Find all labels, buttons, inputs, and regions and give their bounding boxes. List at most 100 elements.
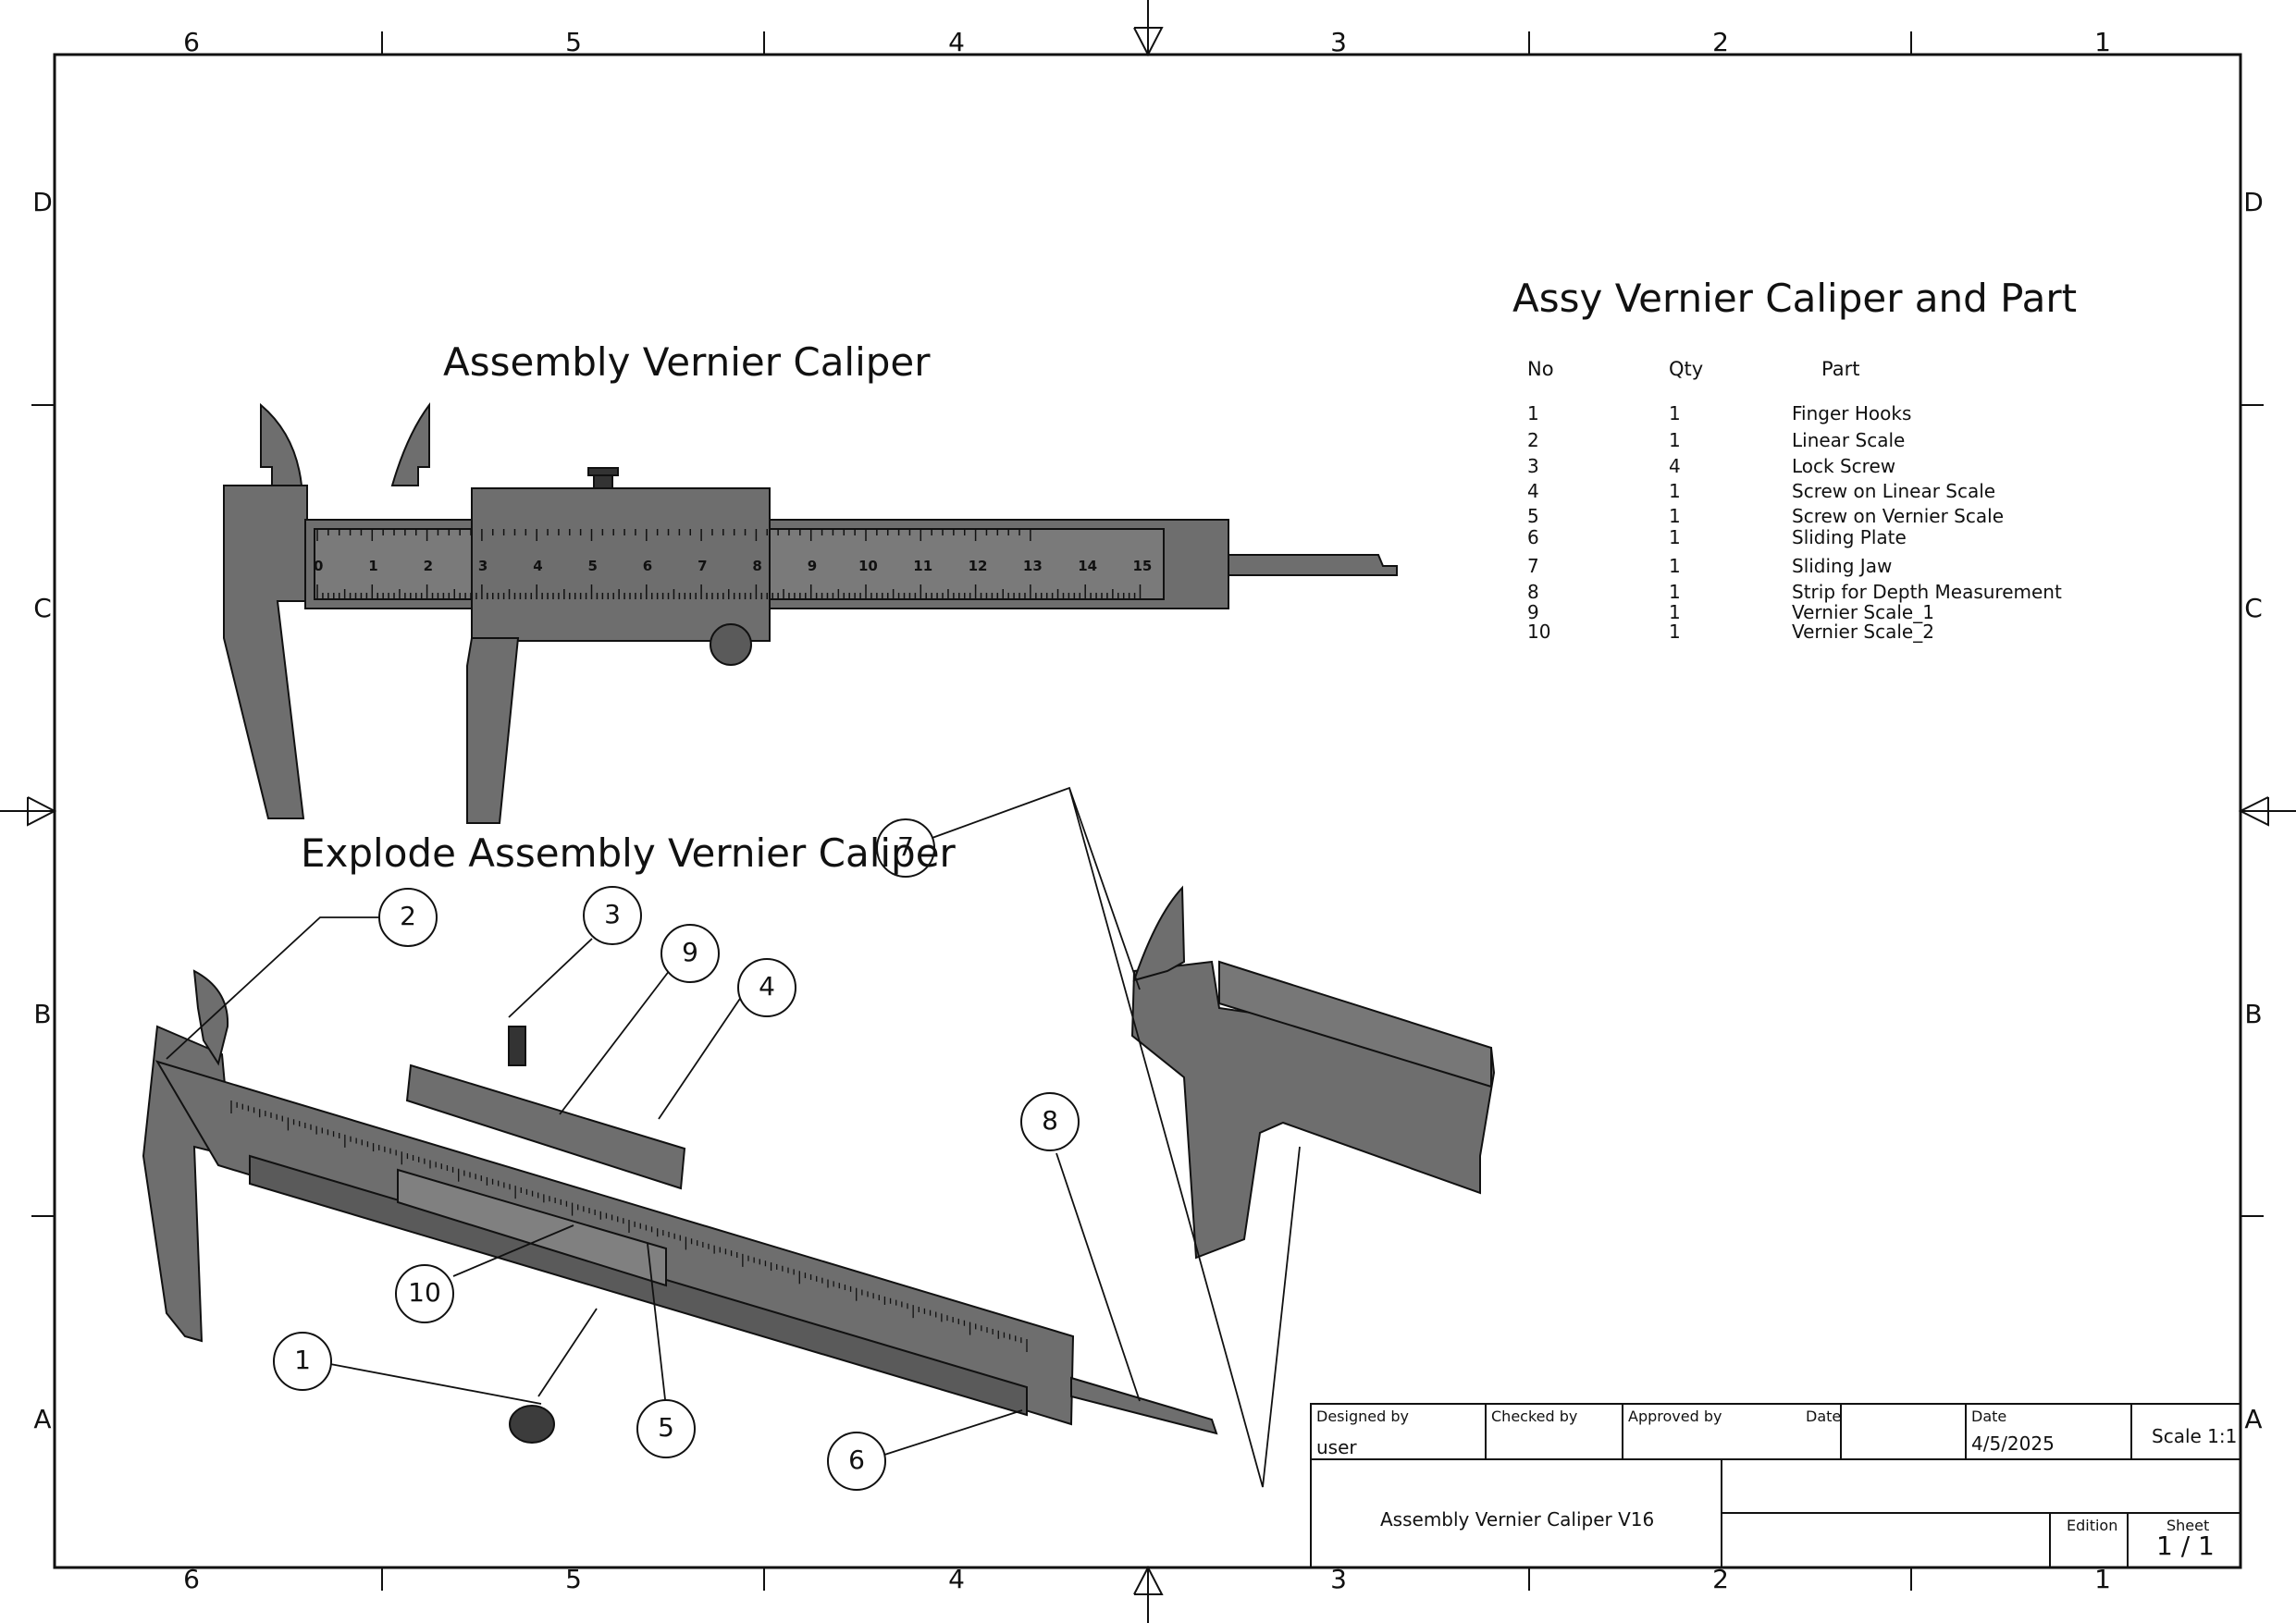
bom-header-qty: Qty <box>1669 358 1704 380</box>
scale-number-6: 6 <box>642 558 653 574</box>
tb-drawing-title: Assembly Vernier Caliper V16 <box>1380 1508 1655 1531</box>
bom-row-10-no: 10 <box>1527 621 1551 643</box>
lock-screw-cap <box>587 467 619 476</box>
fixed-jaw <box>223 485 308 819</box>
scale-number-10: 10 <box>858 558 878 574</box>
bom-row-7-qty: 1 <box>1669 555 1681 577</box>
zone-ticks <box>31 31 2264 1591</box>
scale-number-11: 11 <box>913 558 933 574</box>
bom-row-8-part: Strip for Depth Measurement <box>1792 581 2062 603</box>
title-block-lines <box>1310 1403 2241 1568</box>
zone-col-6-top: 6 <box>183 27 200 57</box>
balloon-5-label: 5 <box>658 1412 674 1443</box>
bom-row-8-qty: 1 <box>1669 581 1681 603</box>
zone-row-c-left: C <box>33 593 52 623</box>
balloon-8 <box>1020 1092 1080 1151</box>
scale-number-14: 14 <box>1078 558 1098 574</box>
bom-row-9-part: Vernier Scale_1 <box>1792 601 1934 623</box>
scale-number-13: 13 <box>1022 558 1043 574</box>
scale-number-9: 9 <box>807 558 818 574</box>
bom-row-5-qty: 1 <box>1669 505 1681 527</box>
bom-header-no: No <box>1527 358 1554 380</box>
bom-row-9-no: 9 <box>1527 601 1539 623</box>
scale-number-8: 8 <box>752 558 762 574</box>
tb-date-label-1: Date <box>1806 1408 1842 1425</box>
bom-row-3-qty: 4 <box>1669 455 1681 477</box>
balloon-4 <box>737 958 796 1017</box>
sliding-jaw-top <box>390 401 430 486</box>
tb-designed-by-label: Designed by <box>1316 1408 1409 1425</box>
balloon-5 <box>636 1399 696 1458</box>
tb-date-label-2: Date <box>1971 1408 2007 1425</box>
tb-date: 4/5/2025 <box>1971 1432 2055 1455</box>
balloons <box>273 818 1080 1491</box>
bom-row-4-no: 4 <box>1527 480 1539 502</box>
scale-number-3: 3 <box>477 558 488 574</box>
zone-col-1-bottom: 1 <box>2094 1564 2111 1594</box>
scale-number-1: 1 <box>368 558 378 574</box>
zone-col-4-bottom: 4 <box>948 1564 965 1594</box>
explode-scale-ticks <box>230 1100 1028 1352</box>
scale-number-4: 4 <box>533 558 543 574</box>
balloon-4-label: 4 <box>759 971 775 1002</box>
bom-row-8-no: 8 <box>1527 581 1539 603</box>
tb-sheet-label: Sheet <box>2166 1517 2210 1534</box>
balloon-9-label: 9 <box>682 937 698 967</box>
explode-vernier-scale-1 <box>405 1064 686 1190</box>
tb-scale: Scale 1:1 <box>2152 1425 2238 1447</box>
balloon-2 <box>378 888 438 947</box>
explode-sliding-plate <box>397 1168 667 1287</box>
balloon-leaders <box>166 786 1301 1488</box>
explode-jaw-rail <box>1218 960 1492 1088</box>
zone-col-6-bottom: 6 <box>183 1564 200 1594</box>
bom-row-6-no: 6 <box>1527 526 1539 548</box>
zone-col-1-top: 1 <box>2094 27 2111 57</box>
tb-edition-label: Edition <box>2067 1517 2118 1534</box>
zone-row-b-left: B <box>33 999 52 1029</box>
scale-number-12: 12 <box>968 558 988 574</box>
explode-caliper <box>142 885 1496 1444</box>
tb-checked-by-label: Checked by <box>1491 1408 1578 1425</box>
balloon-7 <box>876 818 935 878</box>
zone-col-5-bottom: 5 <box>565 1564 582 1594</box>
zone-col-5-top: 5 <box>565 27 582 57</box>
bom-row-10-qty: 1 <box>1669 621 1681 643</box>
bom-row-1-qty: 1 <box>1669 402 1681 424</box>
assembly-view-title: Assembly Vernier Caliper <box>443 339 931 385</box>
balloon-6-label: 6 <box>848 1445 865 1475</box>
balloon-3-label: 3 <box>604 899 621 929</box>
depth-rod <box>1228 554 1398 576</box>
zone-row-d-left: D <box>32 187 53 217</box>
thumb-wheel <box>710 623 752 666</box>
balloon-1-label: 1 <box>294 1345 311 1375</box>
balloon-3 <box>583 886 642 945</box>
vernier-slider <box>471 487 771 642</box>
balloon-9 <box>660 924 720 983</box>
balloon-1 <box>273 1332 332 1391</box>
balloon-8-label: 8 <box>1042 1105 1058 1136</box>
bom-row-2-qty: 1 <box>1669 429 1681 451</box>
bom-row-2-part: Linear Scale <box>1792 429 1906 451</box>
scale-number-2: 2 <box>423 558 434 574</box>
balloon-7-label: 7 <box>897 831 914 862</box>
zone-row-a-left: A <box>33 1404 52 1434</box>
explode-view-title: Explode Assembly Vernier Caliper <box>301 830 956 876</box>
bom-row-4-qty: 1 <box>1669 480 1681 502</box>
bom-row-6-qty: 1 <box>1669 526 1681 548</box>
tb-designed-by: user <box>1316 1436 1357 1458</box>
balloon-2-label: 2 <box>400 901 416 931</box>
explode-finger-hook <box>509 1405 555 1444</box>
bom-row-4-part: Screw on Linear Scale <box>1792 480 1996 502</box>
zone-col-2-bottom: 2 <box>1712 1564 1729 1594</box>
zone-col-2-top: 2 <box>1712 27 1729 57</box>
bom-title: Assy Vernier Caliper and Part <box>1512 276 2078 321</box>
explode-depth-strip <box>1070 1376 1218 1435</box>
balloon-6 <box>827 1432 886 1491</box>
explode-lock-screw <box>508 1026 526 1066</box>
zone-row-b-right: B <box>2244 999 2263 1029</box>
zone-col-4-top: 4 <box>948 27 965 57</box>
scale-number-5: 5 <box>587 558 598 574</box>
bom-row-6-part: Sliding Plate <box>1792 526 1907 548</box>
bom-header-part: Part <box>1821 358 1860 380</box>
